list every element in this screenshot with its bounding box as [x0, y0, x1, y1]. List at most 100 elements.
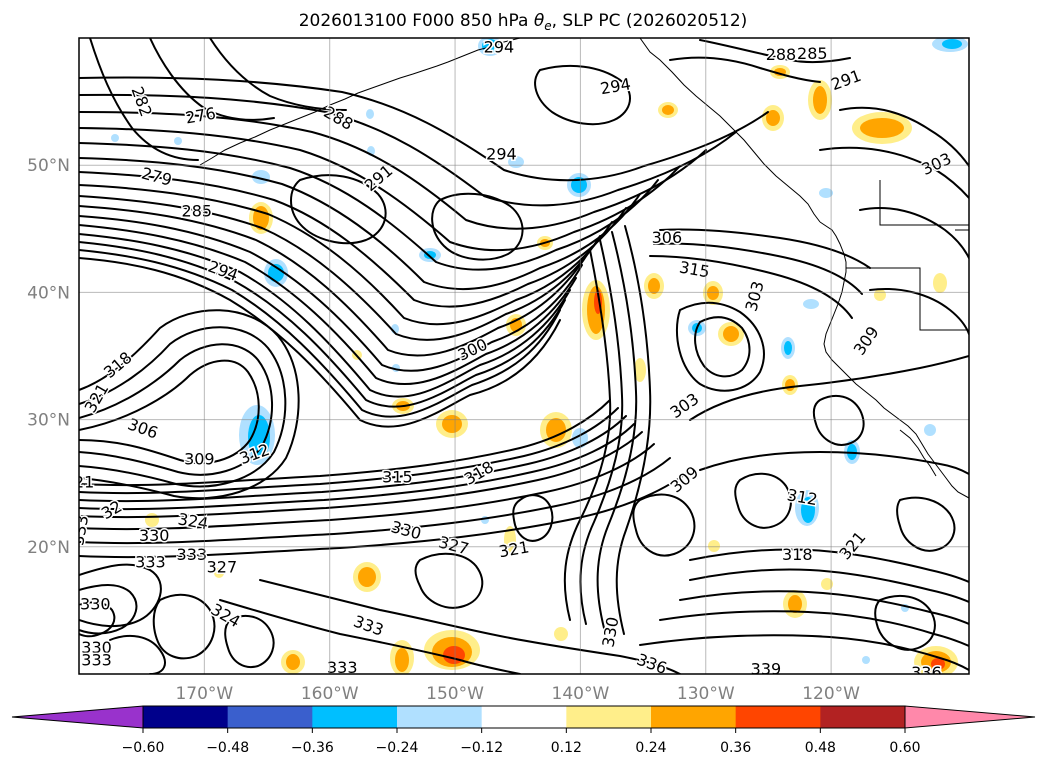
- contour-label: 294: [486, 144, 517, 163]
- contour-label: 327: [207, 558, 238, 577]
- contour-label: 339: [751, 659, 782, 678]
- contour-label: 306: [652, 228, 683, 247]
- x-tick-label: 130°W: [677, 684, 735, 704]
- contour-line: [699, 451, 969, 475]
- contour-line: [79, 326, 287, 488]
- contour-line: [669, 56, 821, 83]
- contour-line: [89, 38, 199, 161]
- contour-line: [209, 38, 347, 111]
- contour-line: [152, 593, 216, 660]
- contour-line: [79, 471, 689, 559]
- contour-line: [699, 39, 851, 64]
- chart-title: 2026013100 F000 850 hPa θe, SLP PC (2026…: [299, 11, 748, 33]
- contour-line: [896, 496, 956, 552]
- contour-line: [79, 257, 561, 428]
- colorbar-tick-label: −0.60: [122, 740, 165, 756]
- shade-patch: [788, 595, 802, 613]
- contour-label: 333: [177, 545, 208, 564]
- contour-label: 330: [81, 638, 112, 657]
- contour-label: 321: [64, 472, 95, 491]
- colorbar-segment: [651, 706, 737, 728]
- contour-label: 330: [139, 526, 170, 545]
- colorbar-tick-label: 0.12: [551, 740, 582, 756]
- shade-patch: [634, 358, 646, 382]
- alaska-coast: [457, 38, 521, 59]
- colorbar-tick-label: 0.36: [720, 740, 751, 756]
- aleutian-coast: [199, 57, 459, 166]
- contour-line: [79, 76, 769, 182]
- shade-patch: [662, 105, 674, 115]
- shade-patch: [874, 289, 886, 301]
- contour-line: [224, 614, 275, 668]
- colorbar-extend-min: [11, 705, 144, 729]
- colorbar-tick-label: 0.48: [805, 740, 836, 756]
- contour-line: [79, 431, 643, 519]
- contour-label: 333: [327, 658, 358, 677]
- contour-label: 285: [182, 201, 213, 220]
- contour-line: [659, 610, 969, 647]
- contour-line: [79, 249, 561, 418]
- contour-label: 288: [766, 45, 797, 64]
- contour-line: [596, 231, 638, 629]
- contour-line: [79, 423, 635, 511]
- shade-patch: [546, 418, 566, 442]
- contour-label: 318: [782, 545, 813, 564]
- contour-line: [79, 224, 577, 386]
- colorbar-tick-label: −0.48: [206, 740, 249, 756]
- contour-line: [563, 249, 612, 621]
- contour-line: [219, 599, 521, 674]
- contour-label: 294: [484, 37, 515, 56]
- x-tick-label: 120°W: [802, 684, 860, 704]
- contour-line: [676, 301, 765, 392]
- contour-line: [109, 634, 166, 674]
- gulf-of-alaska-coast: [639, 38, 821, 223]
- shade-patch: [482, 39, 498, 53]
- shade-patch: [248, 415, 270, 459]
- contour-line: [79, 443, 655, 531]
- colorbar-tick-label: 0.60: [889, 740, 920, 756]
- contour-label: 294: [206, 257, 241, 285]
- y-tick-label: 30°N: [27, 411, 70, 431]
- shade-patch: [708, 540, 720, 552]
- contour-line: [431, 192, 524, 261]
- contour-label: 330: [80, 595, 111, 614]
- contour-line: [812, 394, 865, 446]
- contour-line: [694, 316, 751, 378]
- contour-line: [79, 359, 260, 464]
- contour-line: [632, 493, 696, 557]
- y-axis: 50°N 40°N 30°N 20°N: [27, 156, 70, 558]
- shade-patch: [648, 278, 660, 294]
- contour-line: [79, 457, 671, 545]
- contour-line: [79, 195, 601, 341]
- contour-label: 333: [135, 553, 166, 572]
- contour-line: [869, 288, 969, 335]
- slp-contours: [79, 38, 969, 674]
- grid: [79, 38, 969, 674]
- contour-line: [659, 228, 871, 269]
- shade-patch: [268, 264, 284, 282]
- contour-label: 294: [599, 74, 632, 98]
- contour-line: [79, 184, 613, 326]
- shade-patch: [174, 137, 182, 145]
- colorbar-extend-max: [904, 705, 1036, 729]
- contour-line: [639, 634, 969, 671]
- shade-patch: [813, 86, 827, 114]
- shade-patch: [821, 578, 833, 590]
- shade-patch: [554, 627, 568, 641]
- shade-patch: [442, 415, 462, 433]
- colorbar-segment: [312, 706, 398, 728]
- contour-line: [734, 472, 792, 529]
- shade-patch: [942, 39, 962, 49]
- x-tick-label: 170°W: [175, 684, 233, 704]
- colorbar: −0.60 −0.48 −0.36 −0.24 −0.12 0.12 0.24 0.36 0.4…: [11, 705, 1036, 756]
- shade-patch: [785, 379, 795, 391]
- shade-patch: [286, 654, 300, 670]
- contour-line: [79, 563, 162, 628]
- contour-line: [859, 207, 969, 259]
- shade-patch: [366, 109, 374, 119]
- contour-line: [414, 552, 484, 609]
- contour-line: [79, 241, 566, 408]
- contour-line: [79, 215, 583, 372]
- shade-patch: [819, 188, 833, 198]
- contour-line: [79, 407, 619, 495]
